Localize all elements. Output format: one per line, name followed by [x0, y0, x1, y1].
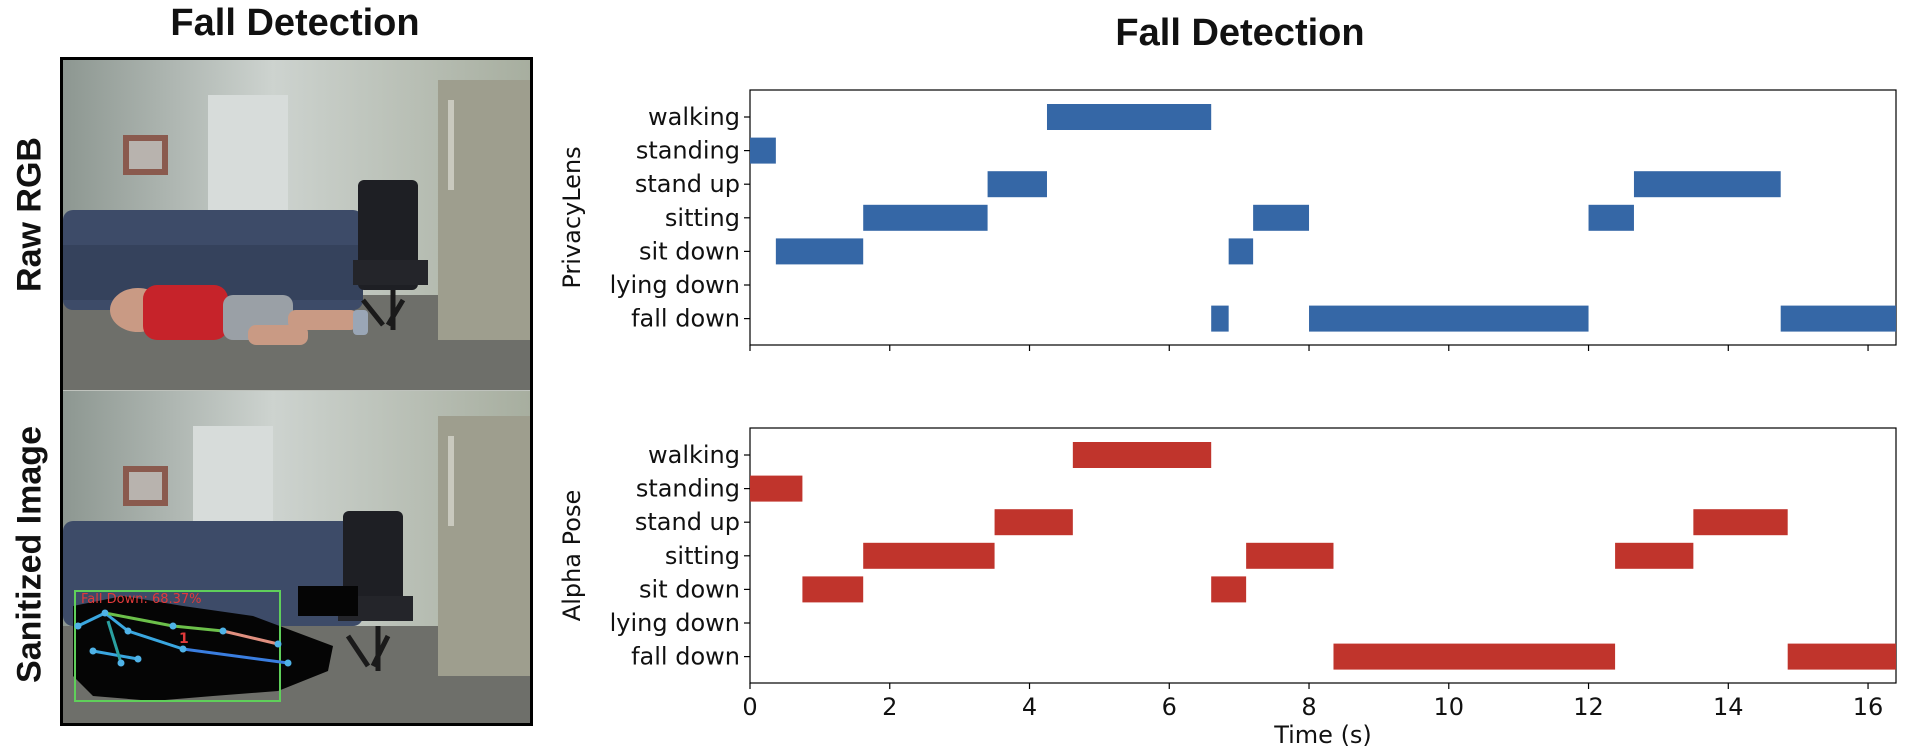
x-tick-label: 2 — [882, 693, 897, 721]
bar-standing — [750, 137, 776, 164]
x-tick-label: 16 — [1853, 693, 1884, 721]
bar-sitting — [863, 542, 995, 569]
bar-walking — [1072, 442, 1212, 468]
y-tick-label: standing — [636, 475, 740, 503]
bar-standing — [750, 475, 803, 502]
bar-stand-up — [1633, 171, 1781, 198]
track-id: 1 — [179, 631, 189, 647]
chart-panel-title: Fall Detection — [1115, 12, 1365, 54]
y-tick-label: stand up — [635, 508, 740, 536]
bar-fall-down — [1787, 643, 1896, 670]
bar-fall-down — [1780, 305, 1896, 332]
bar-stand-up — [1693, 509, 1788, 536]
x-axis-label: Time (s) — [1273, 721, 1372, 749]
privacy-mask — [73, 596, 333, 701]
y-tick-label: walking — [648, 103, 740, 131]
bar-sit-down — [1211, 576, 1247, 603]
x-tick-label: 6 — [1162, 693, 1177, 721]
y-tick-label: lying down — [610, 271, 740, 299]
x-tick-label: 12 — [1573, 693, 1604, 721]
y-tick-label: fall down — [631, 305, 740, 333]
bar-walking — [1046, 104, 1212, 130]
y-tick-label: standing — [636, 137, 740, 165]
y-axis-label: Alpha Pose — [558, 490, 586, 621]
y-tick-label: sitting — [665, 542, 740, 570]
alphapose-chart: walking standing stand up sitting sit down ly… — [558, 427, 1897, 749]
raw-rgb-photo — [63, 60, 530, 390]
x-tick-label: 8 — [1301, 693, 1316, 721]
bar-sit-down — [802, 576, 864, 603]
bar-sitting — [1588, 204, 1634, 231]
pose-skeleton — [77, 611, 289, 665]
y-tick-label: fall down — [631, 643, 740, 671]
photo-frame: Fall Down: 68.37% 1 — [60, 57, 533, 726]
photo-panel-title: Fall Detection — [170, 2, 420, 44]
bar-sitting — [1253, 204, 1310, 231]
y-tick-label: sitting — [665, 204, 740, 232]
person-torso — [143, 285, 228, 340]
sanitized-photo: Fall Down: 68.37% 1 — [63, 391, 530, 723]
x-tick-label: 0 — [742, 693, 757, 721]
x-tick-label: 14 — [1713, 693, 1744, 721]
y-tick-label: lying down — [610, 609, 740, 637]
bar-sitting — [1615, 542, 1694, 569]
privacylens-chart: walking standing stand up sitting sit down ly… — [558, 89, 1897, 351]
bar-sitting — [1246, 542, 1334, 569]
y-tick-label: stand up — [635, 170, 740, 198]
bar-fall-down — [1309, 305, 1589, 332]
y-tick-label: sit down — [639, 237, 740, 265]
bar-stand-up — [987, 171, 1047, 198]
y-tick-label: walking — [648, 441, 740, 469]
fall-down-score: Fall Down: 68.37% — [81, 592, 202, 607]
x-tick-label: 4 — [1022, 693, 1037, 721]
bar-sit-down — [775, 238, 864, 265]
y-axis-label: PrivacyLens — [558, 146, 586, 288]
bar-sit-down — [1228, 238, 1254, 265]
bar-fall-down — [1333, 643, 1616, 670]
bar-fall-down — [1211, 305, 1229, 332]
bar-sitting — [863, 204, 988, 231]
x-tick-label: 10 — [1434, 693, 1465, 721]
y-tick-label: sit down — [639, 575, 740, 603]
bar-stand-up — [994, 509, 1073, 536]
